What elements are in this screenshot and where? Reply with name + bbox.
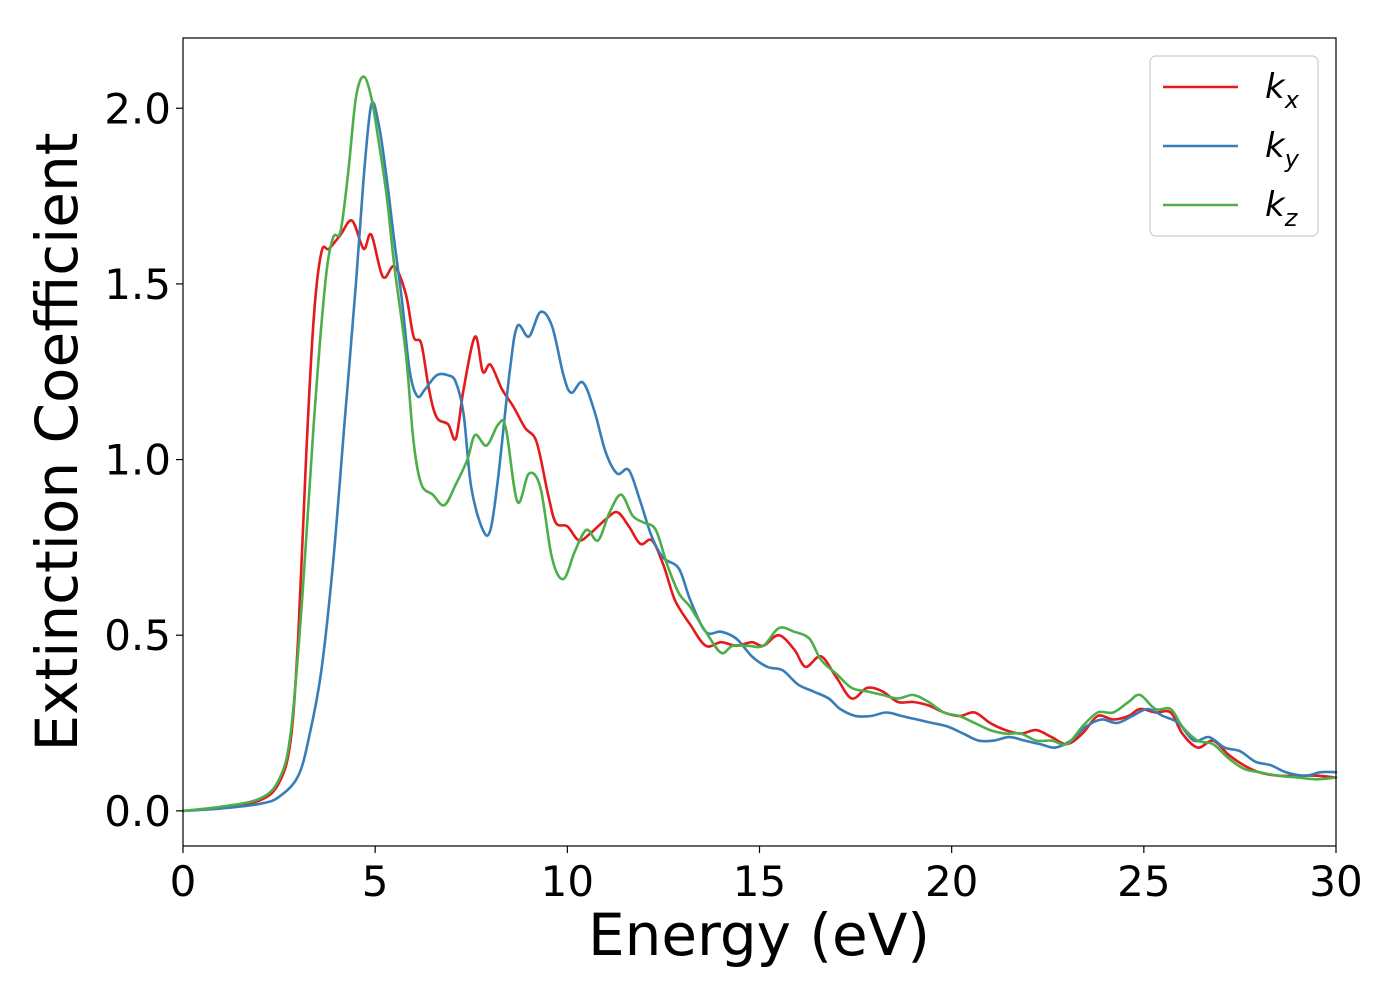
legend-label-x: kx [1265,67,1300,114]
series-line-y [181,101,1338,813]
y-tick-label: 2.0 [104,84,171,133]
x-tick-label: 0 [170,857,197,906]
legend-label-z: kz [1265,185,1299,232]
y-axis-label: Extinction Coefficient [23,133,91,752]
x-tick-label: 15 [733,857,786,906]
x-tick-label: 30 [1309,857,1362,906]
x-tick-label: 20 [925,857,978,906]
legend: kx ky kz [1149,55,1319,237]
y-tick-label: 1.0 [104,436,171,485]
x-tick-label: 10 [541,857,594,906]
x-axis-label: Energy (eV) [588,901,930,969]
series-line-x [181,219,1338,813]
y-tick-label: 0.0 [104,787,171,836]
series-line-z [181,75,1338,813]
plot-area [183,38,1336,846]
x-axis: 0 5 10 15 20 25 30 [170,846,1363,906]
y-tick-label: 0.5 [104,611,171,660]
x-tick-label: 5 [362,857,389,906]
series-layer [181,75,1338,813]
y-axis: 0.0 0.5 1.0 1.5 2.0 [104,84,183,836]
x-tick-label: 25 [1117,857,1170,906]
legend-label-y: ky [1265,126,1300,173]
y-tick-label: 1.5 [104,260,171,309]
